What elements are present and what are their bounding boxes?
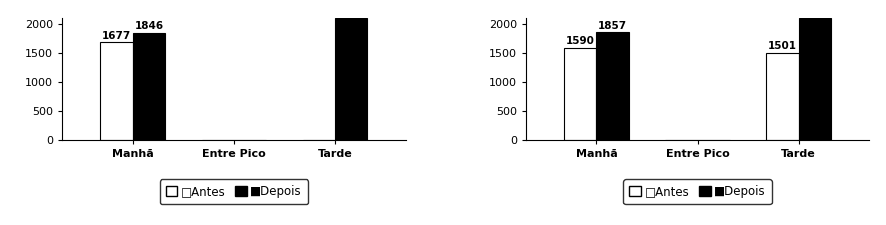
Bar [766, 53, 797, 140]
Bar [100, 43, 133, 140]
Text: 1501: 1501 [767, 41, 796, 51]
Bar [335, 18, 367, 140]
Legend: □Antes, ■Depois: □Antes, ■Depois [623, 179, 771, 204]
Text: 1590: 1590 [565, 36, 595, 46]
Bar [595, 32, 628, 140]
Text: 1846: 1846 [135, 21, 163, 31]
Bar [133, 33, 165, 140]
Bar [797, 18, 830, 140]
Text: 1857: 1857 [597, 21, 626, 31]
Legend: □Antes, ■Depois: □Antes, ■Depois [159, 179, 307, 204]
Text: 1677: 1677 [102, 31, 131, 41]
Bar [563, 47, 595, 140]
